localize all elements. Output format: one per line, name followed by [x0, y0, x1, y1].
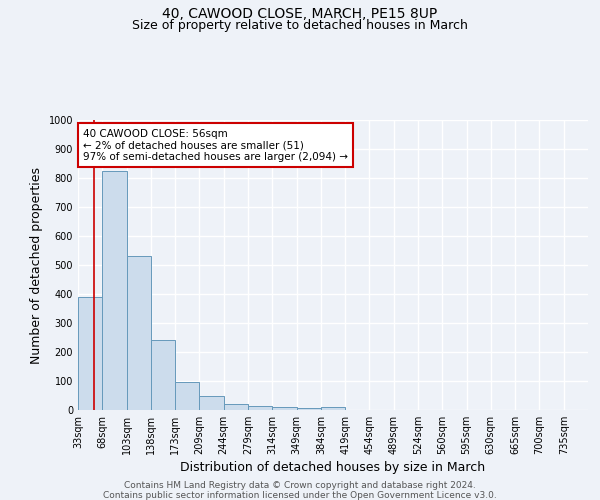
- Text: Size of property relative to detached houses in March: Size of property relative to detached ho…: [132, 19, 468, 32]
- Bar: [127, 256, 151, 410]
- Bar: [102, 171, 127, 410]
- Bar: [224, 404, 248, 410]
- Text: 40, CAWOOD CLOSE, MARCH, PE15 8UP: 40, CAWOOD CLOSE, MARCH, PE15 8UP: [163, 8, 437, 22]
- Bar: [321, 407, 345, 410]
- Bar: [199, 396, 224, 410]
- Bar: [78, 297, 102, 410]
- Text: Contains public sector information licensed under the Open Government Licence v3: Contains public sector information licen…: [103, 490, 497, 500]
- Y-axis label: Number of detached properties: Number of detached properties: [30, 166, 43, 364]
- Bar: [272, 407, 296, 410]
- Text: 40 CAWOOD CLOSE: 56sqm
← 2% of detached houses are smaller (51)
97% of semi-deta: 40 CAWOOD CLOSE: 56sqm ← 2% of detached …: [83, 128, 348, 162]
- Text: Distribution of detached houses by size in March: Distribution of detached houses by size …: [181, 461, 485, 474]
- Bar: [296, 408, 321, 410]
- Bar: [248, 406, 272, 410]
- Bar: [151, 340, 175, 410]
- Bar: [175, 382, 199, 410]
- Text: Contains HM Land Registry data © Crown copyright and database right 2024.: Contains HM Land Registry data © Crown c…: [124, 482, 476, 490]
